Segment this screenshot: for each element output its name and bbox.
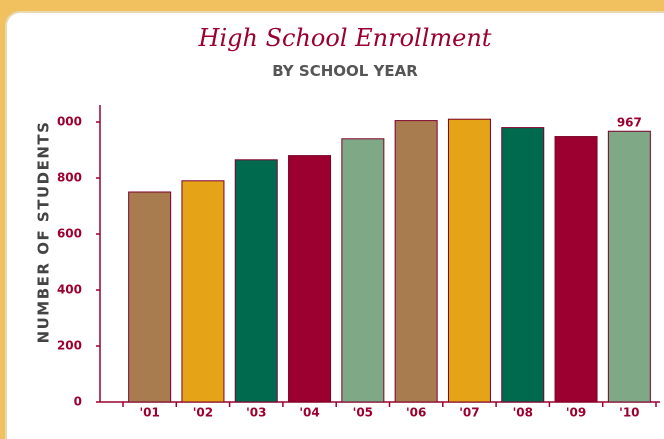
bar (501, 127, 545, 403)
x-tick-label: '01 (139, 406, 159, 420)
y-tick-label: 400 (57, 283, 82, 297)
y-axis-label: NUMBER OF STUDENTS (35, 121, 53, 344)
y-tick-label: 000 (57, 115, 82, 129)
chart-title: High School Enrollment (198, 24, 492, 52)
chart-subtitle: BY SCHOOL YEAR (272, 62, 418, 80)
y-tick-label: 800 (57, 171, 82, 185)
x-tick-label: '09 (566, 406, 586, 420)
x-tick-label: '05 (353, 406, 373, 420)
bar (607, 130, 651, 403)
x-tick-label: '07 (459, 406, 479, 420)
bar (554, 136, 598, 403)
y-tick-label: 200 (57, 339, 82, 353)
x-tick-label: '06 (406, 406, 426, 420)
x-tick-label: '08 (513, 406, 533, 420)
bar (181, 180, 225, 403)
bar (394, 120, 438, 403)
bar (234, 159, 278, 403)
bar (128, 191, 172, 403)
value-label: 967 (617, 116, 642, 130)
bar (288, 155, 332, 403)
bar (341, 138, 385, 403)
x-tick-label: '03 (246, 406, 266, 420)
y-tick-label: 600 (57, 227, 82, 241)
bar (447, 118, 491, 403)
x-tick-label: '02 (193, 406, 213, 420)
x-tick-label: '10 (619, 406, 639, 420)
y-tick-label: 0 (74, 395, 82, 409)
x-tick-label: '04 (299, 406, 319, 420)
